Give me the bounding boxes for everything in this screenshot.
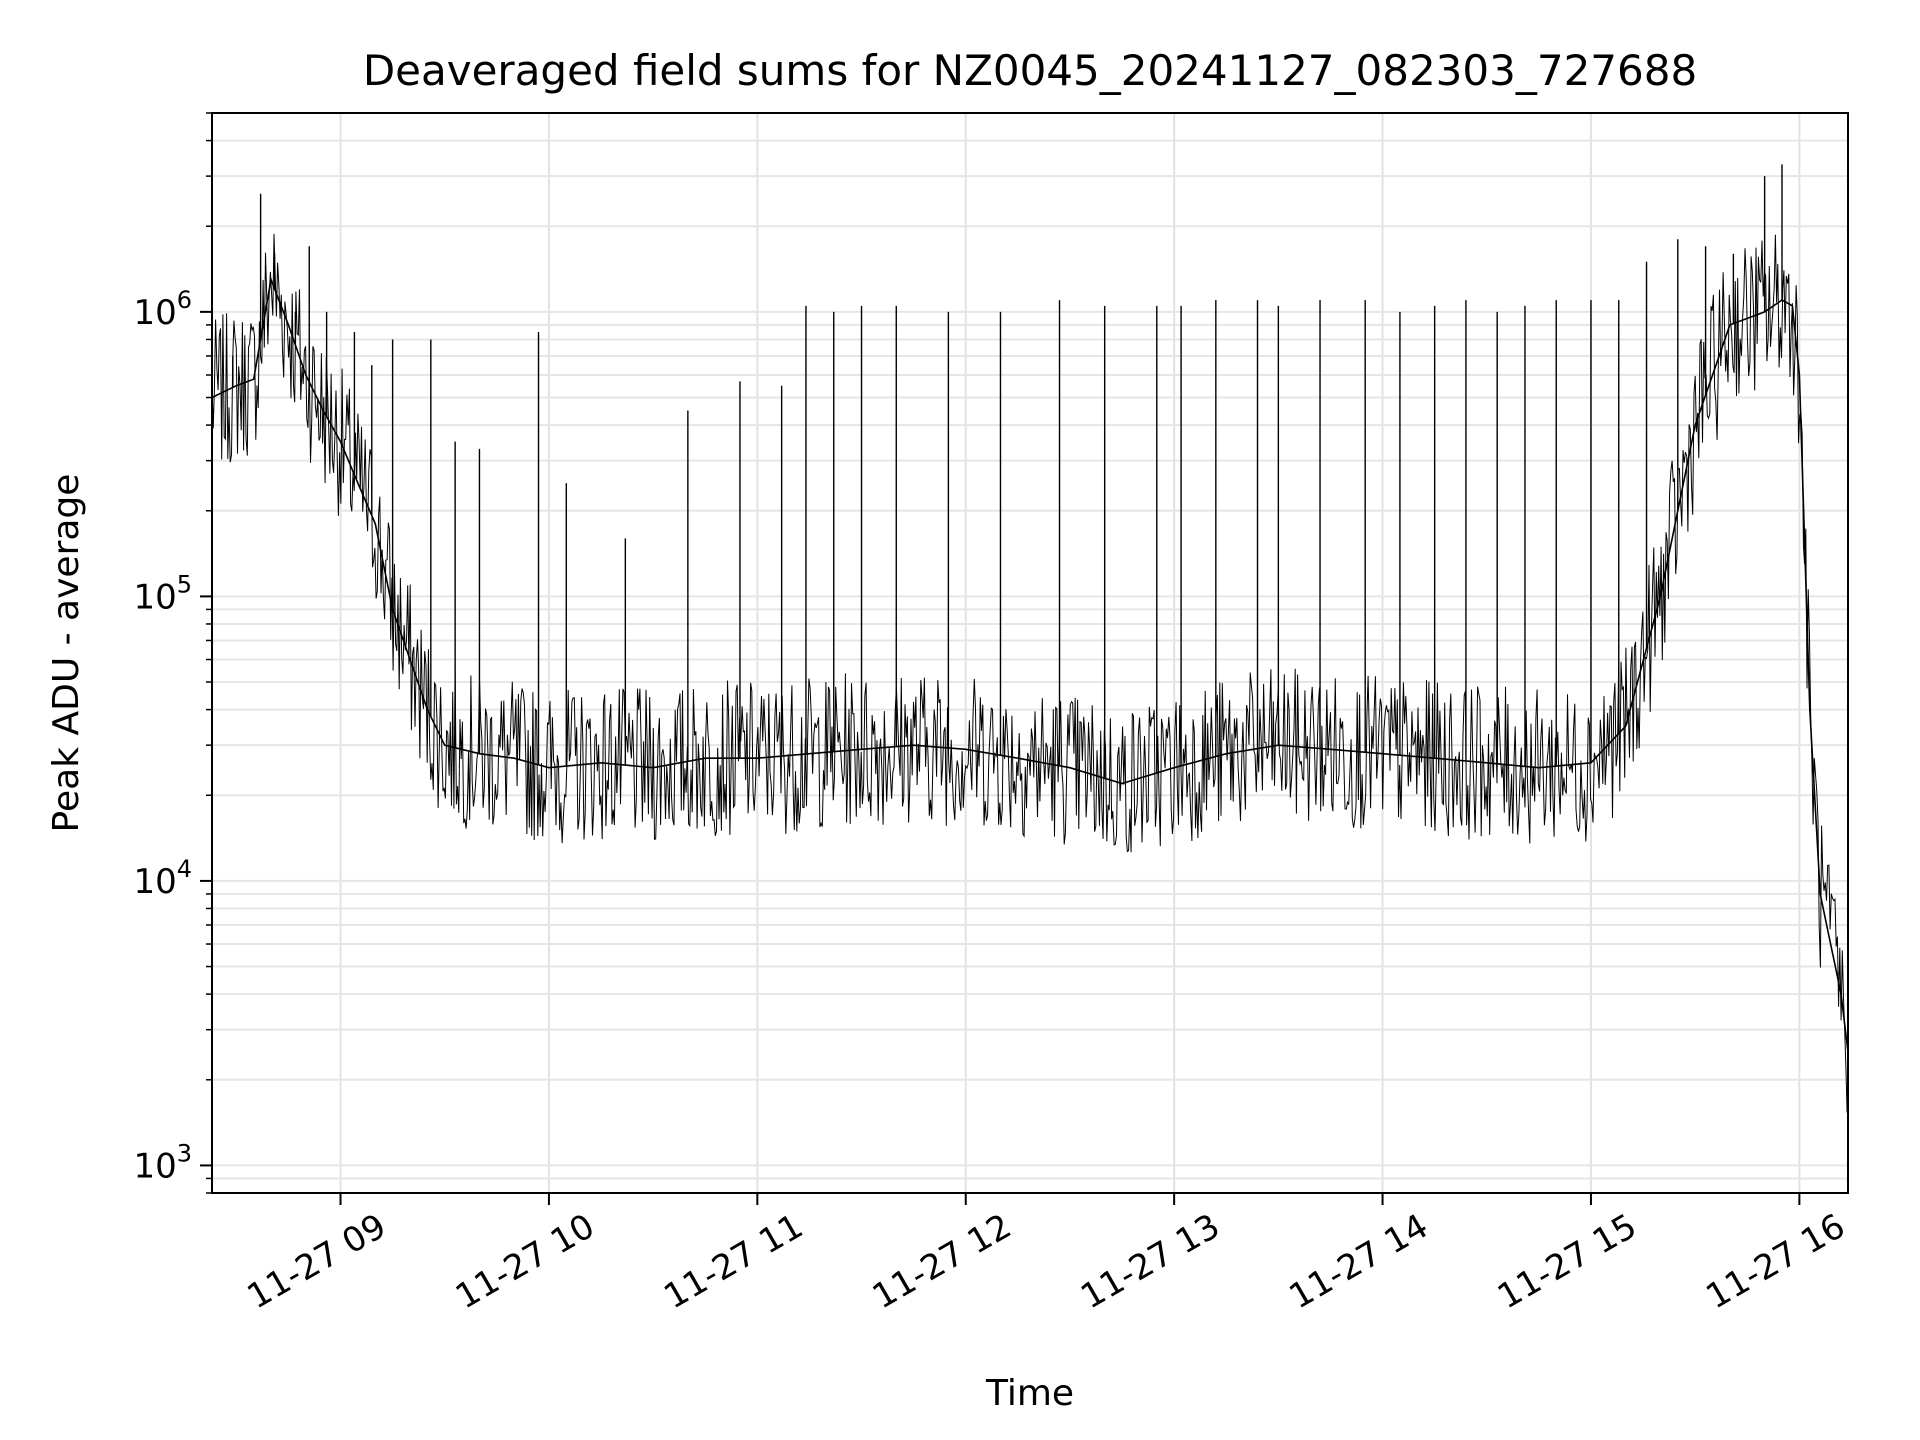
y-tick-label: 104 [133, 855, 192, 902]
series-noise [211, 233, 1848, 1113]
y-tick-label: 103 [133, 1139, 192, 1186]
series-layer [211, 164, 1849, 1113]
x-axis-label: Time [985, 1373, 1074, 1414]
y-axis-label: Peak ADU - average [46, 474, 87, 833]
y-tick-label: 105 [133, 570, 192, 617]
series-line [211, 276, 1849, 1053]
chart-title: Deaveraged field sums for NZ0045_2024112… [363, 46, 1697, 95]
plot-frame [211, 112, 1849, 1194]
y-tick-label: 106 [133, 286, 192, 333]
